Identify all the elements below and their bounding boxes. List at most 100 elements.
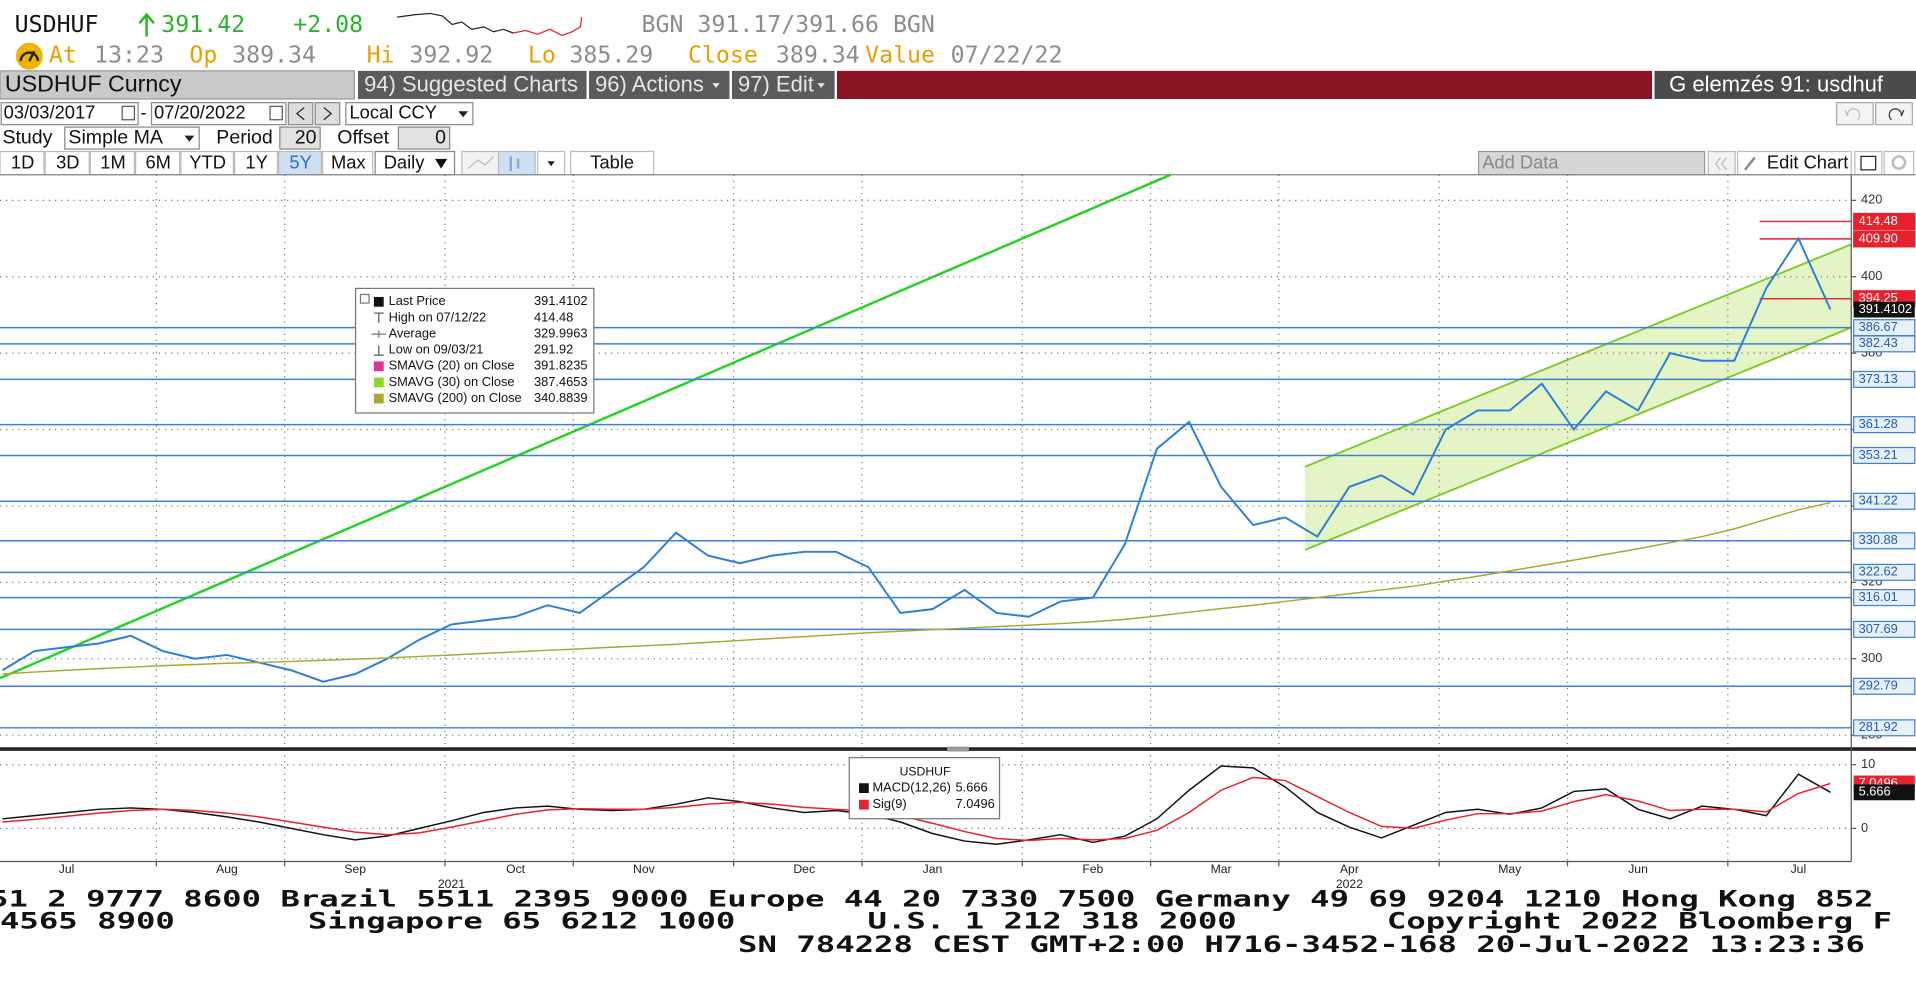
macd-plot: 0 10 xyxy=(0,756,1875,845)
y-tick-label: 400 xyxy=(1861,268,1882,283)
menu-label[interactable]: 94) Suggested Charts xyxy=(364,71,578,96)
chart-menu-button[interactable] xyxy=(1854,150,1883,176)
security[interactable]: USDHUF Curncy xyxy=(5,71,182,97)
prev-icon[interactable] xyxy=(295,107,305,121)
legend-label: Low on 09/03/21 xyxy=(389,342,484,357)
dropdown-icon[interactable] xyxy=(184,135,195,142)
redo-icon[interactable] xyxy=(1888,108,1905,121)
start-date[interactable]: 03/03/2017 xyxy=(4,101,96,122)
calendar-icon[interactable] xyxy=(269,105,283,121)
dropdown-icon[interactable] xyxy=(547,161,555,167)
settings-button[interactable] xyxy=(1883,150,1915,176)
line-style-icon[interactable] xyxy=(467,155,495,170)
table-button-label[interactable]: Table xyxy=(590,152,634,173)
currency-box[interactable] xyxy=(345,102,474,126)
x-tick-label: Feb xyxy=(1082,862,1103,876)
level-label: 316.01 xyxy=(1859,589,1898,604)
x-tick-label: Aug xyxy=(216,862,238,876)
sparkline xyxy=(397,12,514,34)
add-data[interactable]: Add Data xyxy=(1482,152,1559,173)
offset-box[interactable] xyxy=(397,126,451,150)
menu-label[interactable]: 97) Edit xyxy=(738,71,814,96)
legend-swatch xyxy=(373,345,384,356)
period-button-label[interactable]: 6M xyxy=(146,152,171,173)
legend-value: 340.8839 xyxy=(534,390,588,405)
footer-text: Copyright 2022 Bloomberg F xyxy=(1387,910,1892,935)
period-button-label[interactable]: 1M xyxy=(100,152,125,173)
line-style-button[interactable] xyxy=(461,150,500,176)
period-button-label[interactable]: 1Y xyxy=(245,152,267,173)
period-button-label[interactable]: 1D xyxy=(11,152,34,173)
menu-bar: 94) Suggested Charts 96) Actions 97) Edit xyxy=(358,70,835,99)
y-tick-label: 300 xyxy=(1861,650,1882,665)
legend-collapse[interactable] xyxy=(359,293,370,304)
end-date-box[interactable] xyxy=(150,102,287,126)
dropdown-icon[interactable] xyxy=(435,158,448,169)
period-box[interactable] xyxy=(279,126,321,150)
edit-icon[interactable] xyxy=(1743,156,1756,171)
period-button-label[interactable]: YTD xyxy=(189,152,226,173)
legend-swatch xyxy=(859,783,869,794)
level-label-box xyxy=(1853,563,1916,581)
x-tick-label: Oct xyxy=(506,862,526,876)
level-label: 322.62 xyxy=(1859,564,1898,579)
study[interactable]: Simple MA xyxy=(68,126,163,148)
level-label: 414.48 xyxy=(1859,213,1898,228)
next-icon[interactable] xyxy=(323,107,333,121)
menu-caret[interactable] xyxy=(712,83,720,88)
security-box[interactable] xyxy=(0,70,355,100)
menu-button[interactable] xyxy=(588,70,730,99)
collapse-icon[interactable] xyxy=(1714,157,1728,171)
start-date-box[interactable] xyxy=(0,102,139,126)
currency[interactable]: Local CCY xyxy=(349,101,437,122)
menu-caret[interactable] xyxy=(817,83,825,88)
settings-icon[interactable] xyxy=(1891,155,1907,170)
frequency[interactable]: Daily xyxy=(384,152,426,173)
menu-label[interactable]: 96) Actions xyxy=(595,71,704,96)
legend-box xyxy=(354,287,595,414)
last-value-box xyxy=(1853,301,1915,318)
prev-button[interactable] xyxy=(287,102,314,126)
trend-channel xyxy=(1305,244,1852,550)
level-label-box xyxy=(1853,589,1916,607)
field-label: Lo xyxy=(528,42,556,69)
analysis-box xyxy=(1654,70,1916,99)
x-tick-label: Apr xyxy=(1340,862,1359,876)
edit-chart[interactable]: Edit Chart xyxy=(1767,152,1848,173)
level-label: 307.69 xyxy=(1859,621,1898,636)
legend-value: 291.92 xyxy=(534,342,573,357)
undo-icon[interactable] xyxy=(1844,108,1861,121)
up-arrow xyxy=(138,12,155,37)
field-value: 385.29 xyxy=(569,42,653,69)
level-label: 386.67 xyxy=(1859,319,1898,334)
offset-label: Offset xyxy=(337,126,389,148)
legend-swatch xyxy=(859,799,869,810)
level-label-box xyxy=(1853,492,1916,510)
redo-button[interactable] xyxy=(1875,102,1913,126)
legend-value: 391.4102 xyxy=(534,293,588,308)
end-date[interactable]: 07/20/2022 xyxy=(154,101,246,122)
period[interactable]: 20 xyxy=(295,126,317,148)
period-button-label[interactable]: Max xyxy=(331,152,366,173)
undo-button[interactable] xyxy=(1835,102,1874,126)
field-label: Hi xyxy=(367,42,395,69)
next-button[interactable] xyxy=(314,102,341,126)
date-separator: - xyxy=(141,101,147,122)
menu-button[interactable] xyxy=(731,70,835,99)
x-year-label: 2021 xyxy=(438,877,465,891)
x-tick-label: Mar xyxy=(1211,862,1232,876)
level-label-box xyxy=(1853,446,1916,465)
study-box[interactable] xyxy=(64,126,200,150)
period-button-label[interactable]: 3D xyxy=(56,152,79,173)
panel-handle[interactable] xyxy=(947,746,969,752)
chart-menu-icon[interactable] xyxy=(1860,155,1877,171)
footer-text: 4565 8900 xyxy=(0,910,175,935)
dropdown-icon[interactable] xyxy=(458,111,469,118)
calendar-icon[interactable] xyxy=(121,105,136,121)
level-label-box xyxy=(1853,230,1916,248)
period-button-label[interactable]: 5Y xyxy=(289,152,311,173)
offset[interactable]: 0 xyxy=(435,126,446,148)
menu-button[interactable] xyxy=(358,70,587,99)
bar-style-icon[interactable] xyxy=(509,156,520,172)
